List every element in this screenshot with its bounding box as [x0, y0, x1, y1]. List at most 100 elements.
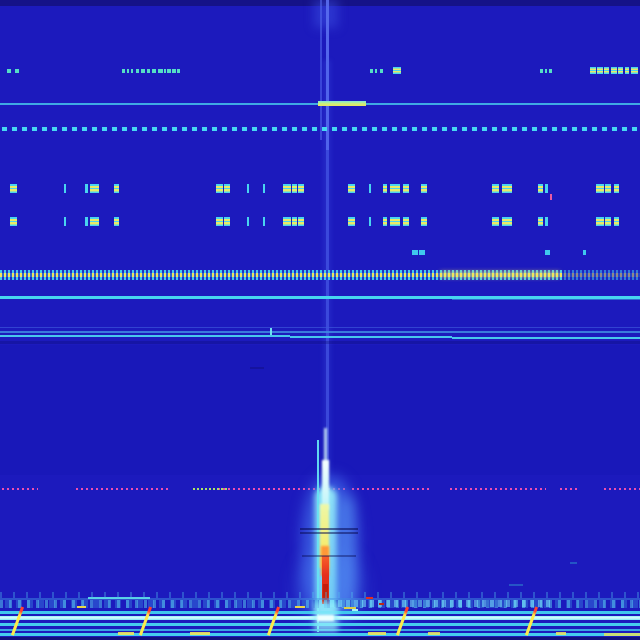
speck-red-1 [366, 597, 373, 599]
hline-step-a [0, 335, 290, 337]
block-row-1 [502, 184, 512, 193]
block-row-2 [90, 217, 99, 226]
block-row-1 [224, 184, 230, 193]
block-row-2 [85, 217, 88, 226]
block-row-2 [298, 217, 304, 226]
dash-row-sparse [545, 250, 550, 255]
pink-dot-row [450, 488, 546, 490]
block-row-1 [403, 184, 409, 193]
pink-dot-row [76, 488, 170, 490]
dash-row-top [540, 69, 543, 73]
hline-step-b [290, 336, 452, 338]
block-row-1 [369, 184, 371, 193]
plume-red-core [322, 556, 329, 604]
block-row-1 [596, 184, 604, 193]
block-row-2 [224, 217, 230, 226]
dash-row-top [375, 69, 377, 73]
block-row-1 [90, 184, 99, 193]
bot-line-4 [0, 633, 640, 636]
block-row-2 [390, 217, 400, 226]
pink-dot-row [218, 488, 348, 490]
block-row-2 [403, 217, 409, 226]
block-row-1 [348, 184, 355, 193]
block-row-1 [247, 184, 249, 193]
green-dot-cluster [193, 488, 229, 490]
dash-row-top [141, 69, 145, 73]
block-row-2 [10, 217, 17, 226]
dash-row-top [549, 69, 552, 73]
dash-row-top [167, 69, 171, 73]
dash-row-top [127, 69, 129, 73]
block-row-2 [283, 217, 291, 226]
vline-secondary [320, 0, 322, 140]
block-row-2 [614, 217, 619, 226]
hline-solid-296 [0, 296, 640, 299]
stripe-row-top [625, 67, 629, 74]
smudge-367 [250, 367, 264, 369]
block-row-1 [421, 184, 427, 193]
plume-dark-cross-2 [300, 532, 358, 534]
pink-tick [550, 194, 552, 200]
bot-yellow-2 [190, 632, 210, 635]
yellow-dash-c [344, 607, 356, 609]
block-row-1 [263, 184, 265, 193]
noise-band-mid-bright [330, 600, 550, 607]
pink-dot-row [560, 488, 578, 490]
tick-331 [270, 328, 272, 337]
block-row-2 [64, 217, 66, 226]
bot-yellow-4 [428, 632, 440, 635]
block-row-1 [545, 184, 548, 193]
block-row-1 [492, 184, 499, 193]
dash-row-top [7, 69, 11, 73]
comb-dim-right [562, 270, 640, 280]
plume-dark-cross-3 [302, 555, 356, 557]
bot-yellow-5 [556, 632, 566, 635]
stripe-row-top [393, 67, 401, 74]
dark-line-341 [0, 341, 640, 344]
block-row-1 [85, 184, 88, 193]
block-row-2 [263, 217, 265, 226]
pink-dot-row [604, 488, 640, 490]
bot-yellow-6 [604, 633, 640, 636]
block-row-1 [614, 184, 619, 193]
dash-row-top [172, 69, 176, 73]
plume-deep-red [323, 584, 328, 602]
block-row-2 [114, 217, 119, 226]
dash-row-top [122, 69, 125, 73]
block-row-2 [421, 217, 427, 226]
block-row-2 [383, 217, 387, 226]
block-row-2 [348, 217, 355, 226]
dotted-row-128 [2, 127, 640, 131]
block-row-2 [502, 217, 512, 226]
block-row-1 [538, 184, 543, 193]
hline-echo-300 [452, 299, 640, 300]
comb-band-core [0, 273, 640, 277]
dash-row-top [15, 69, 19, 73]
hline-598-bright [88, 597, 150, 599]
yellow-dash-b [295, 606, 305, 608]
plume-dark-cross-1 [300, 528, 358, 530]
vline-main-top [326, 0, 329, 150]
block-row-2 [596, 217, 604, 226]
block-row-1 [10, 184, 17, 193]
pink-dot-row [2, 488, 38, 490]
block-row-1 [298, 184, 304, 193]
block-row-1 [114, 184, 119, 193]
bottom-dark-edge [0, 637, 640, 640]
dash-row-top [158, 69, 163, 73]
block-row-1 [216, 184, 223, 193]
block-row-2 [492, 217, 499, 226]
block-row-1 [605, 184, 611, 193]
block-row-1 [383, 184, 387, 193]
plume-upper-taper [324, 428, 327, 468]
dash-row-top [131, 69, 133, 73]
dash-row-top [380, 69, 383, 73]
speck-red-2 [379, 603, 384, 605]
block-row-2 [538, 217, 543, 226]
plume-edge-line [317, 440, 319, 632]
comb-bright-patch [440, 271, 560, 278]
plume-right-bleed [338, 498, 354, 610]
block-row-1 [283, 184, 291, 193]
vline-main-mid [326, 150, 329, 480]
